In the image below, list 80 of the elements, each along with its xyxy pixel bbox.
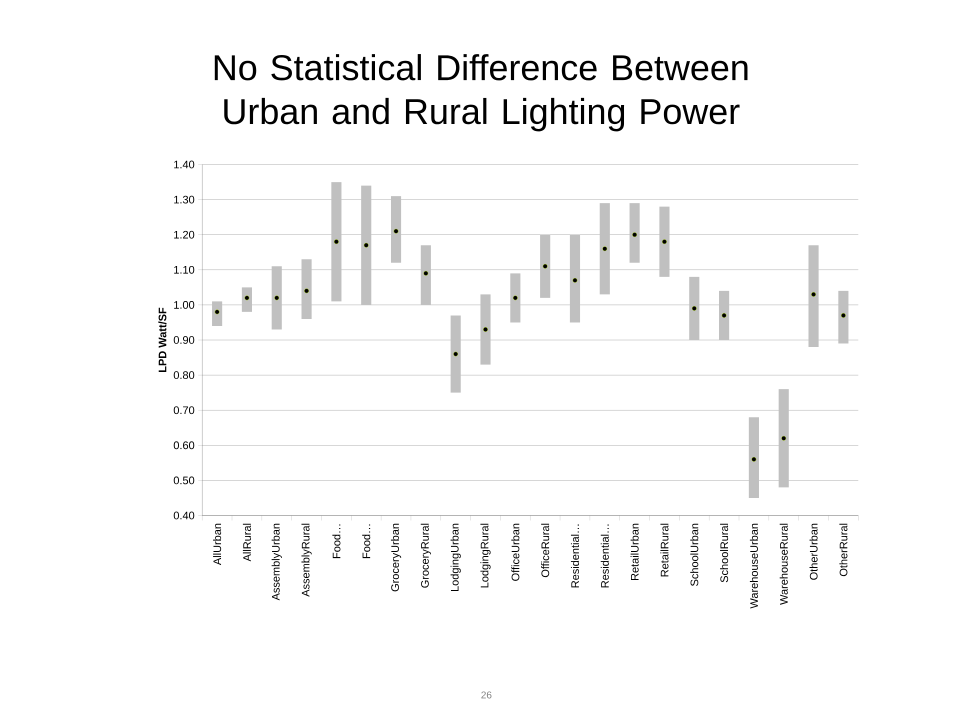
x-tick-label: AssemblyUrban — [272, 524, 282, 600]
y-tick-label: 0.60 — [174, 441, 194, 450]
x-tick-label: GroceryRural — [420, 524, 431, 588]
point — [752, 457, 756, 462]
bar — [510, 273, 520, 323]
x-tick-label: WarehouseRural — [780, 524, 788, 605]
bar — [212, 301, 222, 326]
point — [840, 313, 846, 318]
bar — [630, 203, 640, 263]
point — [453, 352, 458, 356]
x-tick-label: LodgingUrban — [450, 524, 461, 592]
y-tick-label: 0.80 — [174, 371, 194, 380]
x-tick-label: RetailUrban — [630, 524, 639, 580]
x-tick-label: OfficeUrban — [511, 524, 520, 581]
bar — [659, 206, 670, 277]
point — [304, 288, 309, 294]
point — [632, 232, 638, 238]
bar — [808, 245, 819, 348]
x-tick-label: AllUrban — [213, 524, 222, 566]
y-tick-label: 0.90 — [174, 336, 194, 344]
point — [334, 239, 339, 244]
bar — [570, 234, 580, 323]
point — [572, 278, 578, 283]
y-tick-label: 1.00 — [174, 301, 194, 309]
chart-title: No Statistical Difference Between Urban and Rural Lighting Power — [214, 54, 748, 132]
x-tick-label: Residential… — [570, 524, 580, 588]
x-tick-label: WarehouseUrban — [750, 524, 758, 609]
bar — [450, 315, 461, 393]
x-tick-label: OfficeRural — [541, 524, 550, 578]
bar — [540, 234, 550, 298]
x-tick-label: OtherRural — [839, 524, 848, 576]
y-tick-label: 1.20 — [174, 230, 194, 239]
y-tick-label: 1.30 — [174, 196, 194, 204]
x-tick-label: Food… — [332, 524, 340, 558]
x-tick-label: LodgingRural — [480, 524, 491, 588]
point — [214, 310, 220, 314]
x-tick-label: RetailRural — [660, 524, 668, 576]
point — [364, 242, 369, 248]
point — [602, 246, 608, 252]
x-tick-label: OtherUrban — [810, 524, 818, 580]
point — [483, 327, 488, 332]
y-tick-label: 0.70 — [174, 406, 194, 414]
point — [394, 228, 398, 234]
point — [781, 436, 786, 441]
bar — [242, 287, 252, 312]
x-tick-label: SchoolUrban — [690, 524, 698, 586]
bar — [480, 294, 491, 365]
point — [692, 306, 697, 311]
y-tick-label: 0.40 — [174, 512, 194, 520]
y-tick-label: 1.40 — [174, 160, 194, 168]
bar — [390, 196, 402, 263]
bar — [420, 245, 431, 305]
x-tick-label: SchoolRural — [720, 524, 728, 582]
bar — [272, 266, 282, 330]
bar — [689, 276, 700, 340]
bar — [778, 389, 789, 488]
bar — [600, 203, 610, 294]
point — [542, 264, 548, 269]
x-tick-label: Residential… — [600, 524, 609, 588]
point — [722, 313, 726, 318]
y-tick-label: 1.10 — [174, 266, 194, 274]
point — [811, 292, 816, 297]
x-tick-label: AssemblyRural — [301, 524, 312, 597]
y-axis-title: LPD Watt/SF — [158, 308, 166, 372]
point — [423, 270, 428, 276]
point — [512, 296, 518, 300]
x-tick-label: GroceryUrban — [390, 524, 402, 592]
x-tick-label: AllRural — [242, 524, 251, 562]
bar — [361, 186, 372, 305]
text: 26 — [481, 692, 492, 699]
bar — [302, 259, 312, 319]
point — [274, 296, 280, 300]
x-tick-label: Food… — [362, 524, 370, 558]
bar — [838, 290, 848, 344]
bar — [748, 417, 759, 498]
point — [244, 296, 250, 300]
bar — [331, 182, 342, 302]
y-tick-label: 0.50 — [174, 476, 194, 484]
point — [662, 239, 667, 244]
bar — [719, 290, 730, 340]
